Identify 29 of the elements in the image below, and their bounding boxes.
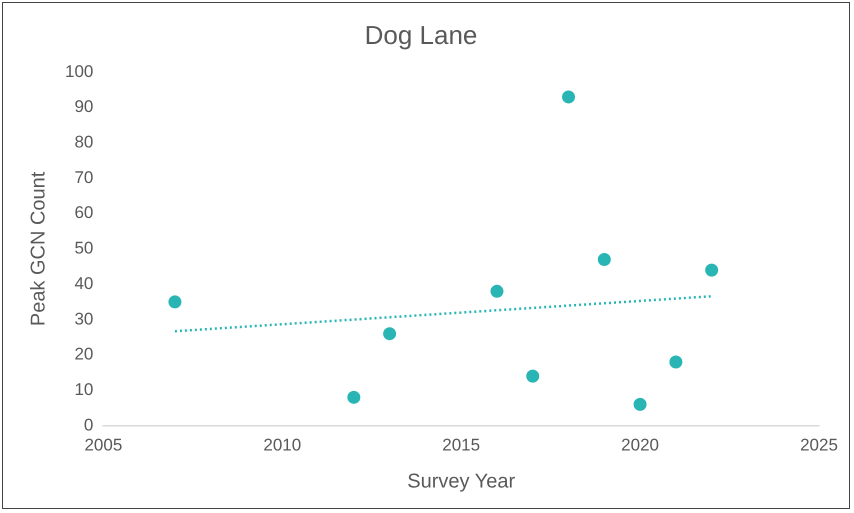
point <box>168 295 182 308</box>
point <box>526 370 540 383</box>
point <box>383 327 396 340</box>
point <box>347 390 360 404</box>
point <box>634 398 647 411</box>
x-tick-label: 2015 <box>442 435 480 454</box>
chart-title: Dog Lane <box>364 20 478 50</box>
y-tick-label: 50 <box>74 238 94 258</box>
point <box>598 253 611 266</box>
x-tick-label: 2020 <box>621 435 660 454</box>
x-tick-label: 2005 <box>84 435 122 454</box>
y-tick-label: 100 <box>64 62 94 81</box>
y-tick-label: 90 <box>74 97 94 116</box>
y-tick-label: 10 <box>74 380 94 399</box>
y-tick-label: 30 <box>74 309 94 328</box>
x-tick-label: 2010 <box>263 435 302 454</box>
y-tick-label: 70 <box>74 168 94 187</box>
y-axis-title: Peak GCN Count <box>28 171 50 326</box>
y-tick-label: 40 <box>74 274 94 293</box>
y-tick-label: 80 <box>74 132 94 152</box>
point <box>669 355 682 368</box>
point <box>705 264 718 277</box>
point <box>562 90 576 104</box>
x-axis-title: Survey Year <box>407 470 516 493</box>
point <box>490 284 504 298</box>
y-tick-label: 20 <box>74 344 94 364</box>
y-tick-label: 60 <box>74 203 94 222</box>
x-tick-label: 2025 <box>800 435 838 454</box>
y-tick-label: 0 <box>84 415 94 434</box>
